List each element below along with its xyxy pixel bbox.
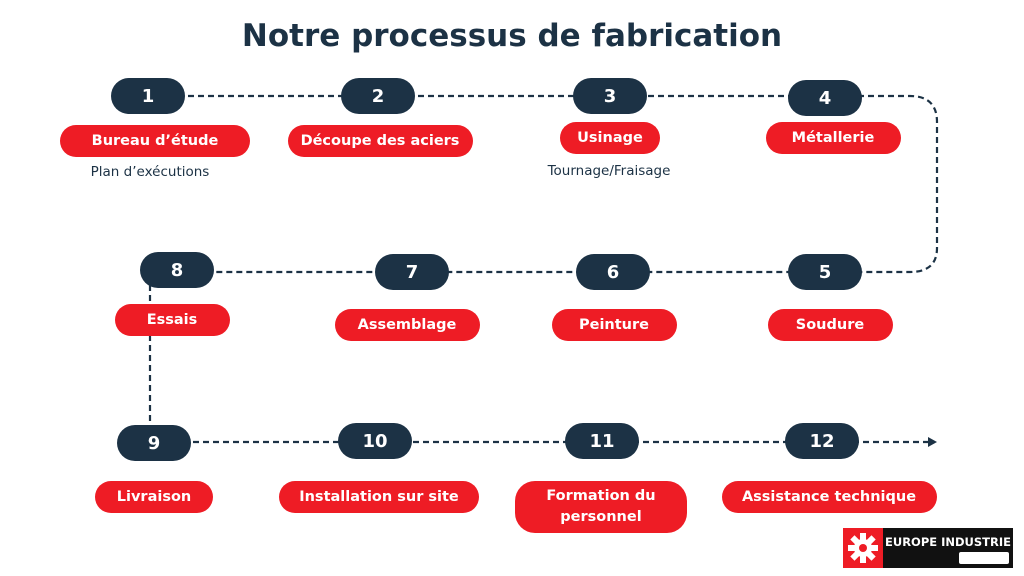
step-number: 4 bbox=[788, 80, 862, 116]
arrow-head bbox=[928, 437, 937, 447]
step-label: Assistance technique bbox=[721, 481, 937, 513]
connector bbox=[148, 285, 928, 444]
step-number: 12 bbox=[785, 423, 859, 459]
step-label: Peinture bbox=[551, 309, 677, 341]
step-label: Bureau d’étude bbox=[60, 125, 250, 157]
step-label: Installation sur site bbox=[279, 481, 479, 513]
step-number: 7 bbox=[375, 254, 449, 290]
logo-badge bbox=[959, 552, 1009, 564]
step-label: Usinage bbox=[560, 122, 660, 154]
step-label: Métallerie bbox=[765, 122, 901, 154]
logo-icon bbox=[843, 528, 883, 568]
step-number: 5 bbox=[788, 254, 862, 290]
step-number: 10 bbox=[338, 423, 412, 459]
step-sublabel: Tournage/Fraisage bbox=[547, 163, 671, 179]
step-number: 11 bbox=[565, 423, 639, 459]
step-label: Découpe des aciers bbox=[287, 125, 473, 157]
step-label: Soudure bbox=[767, 309, 893, 341]
step-label: Assemblage bbox=[334, 309, 480, 341]
connector bbox=[148, 94, 939, 274]
title: Notre processus de fabrication bbox=[241, 18, 783, 54]
step-number: 2 bbox=[341, 78, 415, 114]
step-number: 9 bbox=[117, 425, 191, 461]
step-number: 3 bbox=[573, 78, 647, 114]
step-label: Livraison bbox=[95, 481, 213, 513]
step-sublabel: Plan d’exécutions bbox=[90, 164, 210, 180]
step-label: Formation du personnel bbox=[515, 481, 687, 533]
logo: EUROPE INDUSTRIE 87 bbox=[843, 528, 1024, 568]
step-number: 1 bbox=[111, 78, 185, 114]
step-label: Essais bbox=[114, 304, 230, 336]
step-number: 8 bbox=[140, 252, 214, 288]
step-number: 6 bbox=[576, 254, 650, 290]
logo-text: EUROPE INDUSTRIE 87 bbox=[885, 535, 1024, 549]
